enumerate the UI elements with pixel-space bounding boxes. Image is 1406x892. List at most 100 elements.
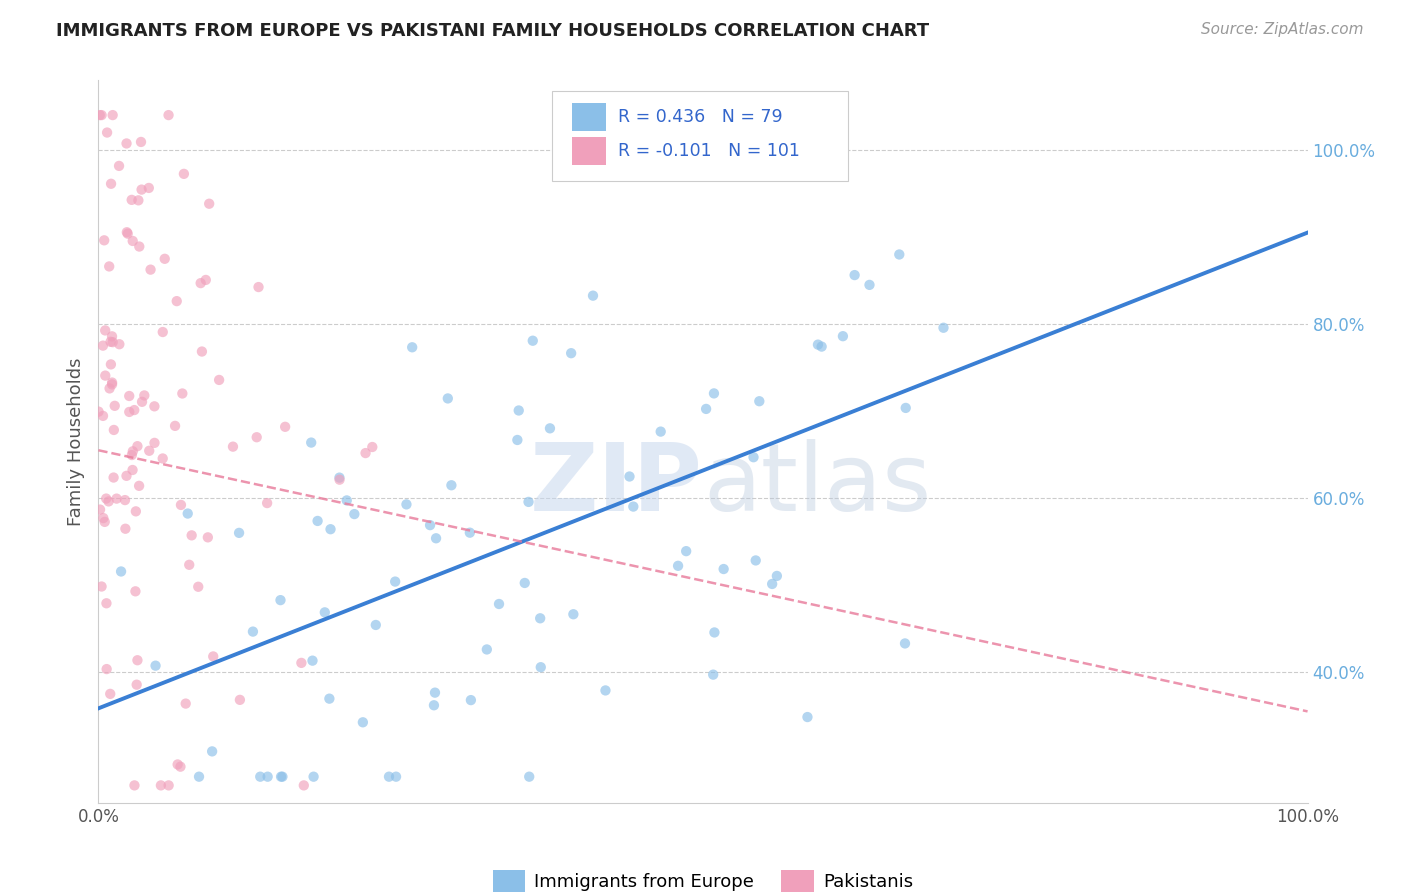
Point	[810, 340, 832, 354]
Point	[517, 770, 540, 784]
Point	[703, 625, 725, 640]
Point	[121, 444, 143, 458]
Point	[91, 409, 114, 423]
Legend: Immigrants from Europe, Pakistanis: Immigrants from Europe, Pakistanis	[485, 863, 921, 892]
Point	[187, 580, 209, 594]
Point	[723, 160, 745, 174]
Point	[621, 500, 644, 514]
Point	[458, 525, 481, 540]
Point	[121, 234, 143, 248]
Point	[103, 470, 125, 484]
Point	[179, 558, 201, 572]
Point	[475, 642, 498, 657]
Point	[98, 260, 121, 274]
Point	[101, 377, 124, 392]
Point	[894, 636, 917, 650]
Point	[246, 430, 269, 444]
Point	[127, 194, 149, 208]
Point	[894, 401, 917, 415]
Point	[249, 770, 271, 784]
Point	[118, 405, 141, 419]
Point	[152, 325, 174, 339]
Point	[513, 576, 536, 591]
Point	[530, 660, 553, 674]
Point	[139, 262, 162, 277]
Point	[242, 624, 264, 639]
Point	[145, 658, 167, 673]
Point	[125, 678, 148, 692]
Point	[419, 518, 441, 533]
Point	[844, 268, 866, 282]
Point	[149, 778, 172, 792]
Point	[96, 491, 118, 506]
Point	[87, 404, 110, 418]
Point	[766, 569, 789, 583]
Point	[125, 504, 148, 518]
Point	[488, 597, 510, 611]
Point	[108, 337, 131, 351]
Point	[299, 435, 322, 450]
Point	[170, 498, 193, 512]
Point	[115, 136, 138, 151]
Point	[506, 433, 529, 447]
Point	[191, 344, 214, 359]
Point	[101, 108, 124, 122]
Point	[177, 507, 200, 521]
Point	[89, 502, 111, 516]
Point	[401, 340, 423, 354]
Point	[115, 468, 138, 483]
Point	[378, 770, 401, 784]
Point	[202, 649, 225, 664]
Point	[117, 227, 139, 241]
Point	[271, 770, 294, 784]
Point	[858, 277, 880, 292]
Point	[91, 511, 114, 525]
Point	[832, 329, 855, 343]
FancyBboxPatch shape	[572, 103, 606, 131]
Point	[124, 584, 146, 599]
Point	[100, 177, 122, 191]
Point	[108, 159, 131, 173]
Point	[94, 368, 117, 383]
Point	[889, 247, 911, 261]
Point	[128, 479, 150, 493]
Point	[138, 181, 160, 195]
Point	[98, 687, 121, 701]
Text: atlas: atlas	[703, 439, 931, 531]
Point	[90, 108, 112, 122]
Point	[121, 193, 143, 207]
Point	[101, 335, 124, 350]
Text: IMMIGRANTS FROM EUROPE VS PAKISTANI FAMILY HOUSEHOLDS CORRELATION CHART: IMMIGRANTS FROM EUROPE VS PAKISTANI FAMI…	[56, 22, 929, 40]
Point	[269, 593, 291, 607]
Point	[222, 440, 245, 454]
Point	[650, 425, 672, 439]
Point	[201, 744, 224, 758]
Point	[173, 167, 195, 181]
Point	[807, 337, 830, 351]
Point	[127, 653, 149, 667]
Point	[744, 553, 766, 567]
Point	[90, 580, 112, 594]
Point	[423, 698, 446, 713]
Point	[529, 611, 551, 625]
Point	[562, 607, 585, 622]
Point	[582, 288, 605, 302]
Point	[105, 491, 128, 506]
Point	[100, 358, 122, 372]
Point	[319, 522, 342, 536]
Point	[522, 334, 544, 348]
Point	[169, 760, 191, 774]
Text: Source: ZipAtlas.com: Source: ZipAtlas.com	[1201, 22, 1364, 37]
Point	[354, 446, 377, 460]
Text: ZIP: ZIP	[530, 439, 703, 531]
Point	[307, 514, 329, 528]
Point	[228, 525, 250, 540]
Point	[619, 469, 641, 483]
Point	[97, 494, 120, 508]
Point	[197, 530, 219, 544]
Point	[180, 528, 202, 542]
Point	[302, 770, 325, 784]
Point	[115, 225, 138, 239]
Point	[702, 667, 724, 681]
Point	[666, 558, 689, 573]
